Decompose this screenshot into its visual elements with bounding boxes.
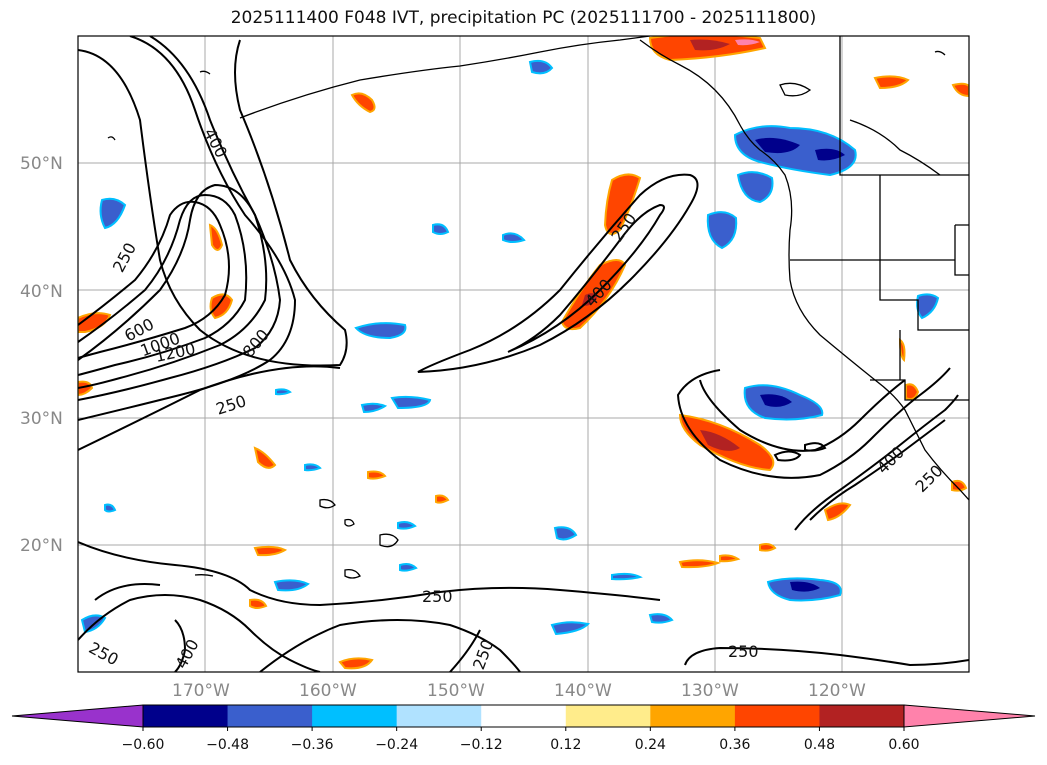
- longitude-labels: 170°W 160°W 150°W 140°W 130°W 120°W: [172, 681, 866, 701]
- lat-label-50n: 50°N: [20, 154, 63, 174]
- ivt-contours: [78, 36, 969, 672]
- map-border: [77, 35, 970, 673]
- colorbar-outline: [142, 704, 905, 728]
- lon-label-150w: 150°W: [427, 681, 485, 701]
- lon-label-140w: 140°W: [554, 681, 612, 701]
- lon-label-170w: 170°W: [172, 681, 230, 701]
- lon-label-130w: 130°W: [681, 681, 739, 701]
- contour-label: 250: [728, 642, 759, 661]
- colorbar-tick-label: −0.60: [122, 737, 165, 753]
- precip-positive-areas: [78, 36, 969, 670]
- colorbar: −0.60 −0.48 −0.36 −0.24 −0.12 0.12 0.24 0.36 0.4…: [11, 704, 1036, 753]
- contour-label: 250: [422, 587, 453, 606]
- colorbar-segment: [819, 705, 905, 727]
- colorbar-tick-label: 0.12: [550, 737, 581, 753]
- lat-label-30n: 30°N: [20, 409, 63, 429]
- latitude-labels: 50°N 40°N 30°N 20°N: [20, 154, 63, 556]
- lon-label-160w: 160°W: [299, 681, 357, 701]
- colorbar-segment: [227, 705, 313, 727]
- colorbar-extend-high: [903, 704, 1036, 728]
- colorbar-tick-label: −0.36: [291, 737, 334, 753]
- lat-label-40n: 40°N: [20, 282, 63, 302]
- precip-negative-areas: [80, 59, 940, 636]
- map-title: 2025111400 F048 IVT, precipitation PC (2…: [230, 8, 817, 28]
- colorbar-segment: [650, 705, 736, 727]
- colorbar-tick-label: 0.24: [635, 737, 666, 753]
- colorbar-tick-label: −0.48: [206, 737, 249, 753]
- lat-label-20n: 20°N: [20, 536, 63, 556]
- colorbar-tick-label: −0.24: [375, 737, 418, 753]
- colorbar-segment: [396, 705, 482, 727]
- colorbar-segment: [143, 705, 229, 727]
- colorbar-extend-low: [11, 704, 144, 728]
- colorbar-segment: [481, 705, 567, 727]
- coastlines: [107, 36, 969, 579]
- colorbar-tick-label: 0.48: [804, 737, 835, 753]
- colorbar-tick-label: −0.12: [460, 737, 503, 753]
- colorbar-segment: [734, 705, 820, 727]
- colorbar-tick-label: 0.36: [719, 737, 750, 753]
- colorbar-segment: [312, 705, 398, 727]
- colorbar-tick-label: 0.60: [888, 737, 919, 753]
- colorbar-segment: [565, 705, 651, 727]
- lon-label-120w: 120°W: [808, 681, 866, 701]
